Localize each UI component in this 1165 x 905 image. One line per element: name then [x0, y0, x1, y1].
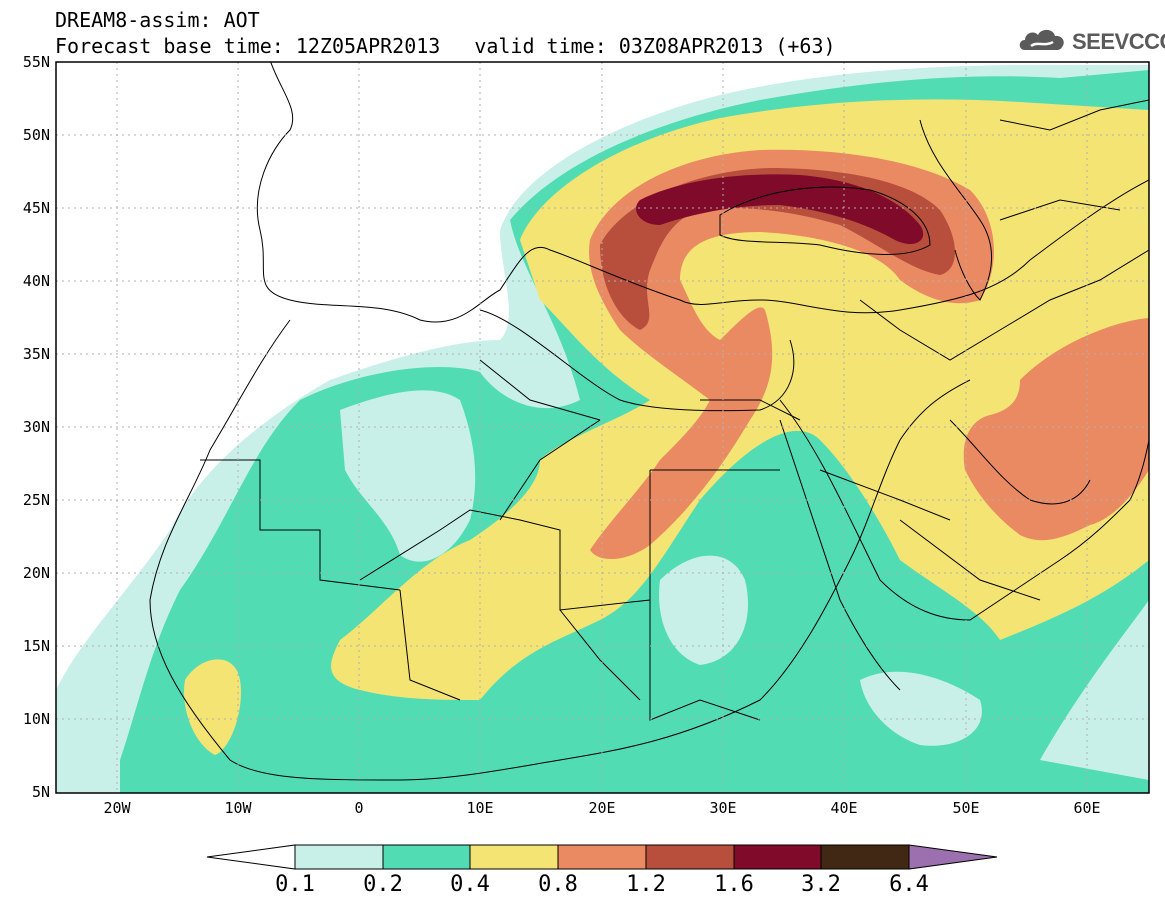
logo-text: SEEVCCC — [1072, 29, 1165, 54]
lon-label: 60E — [1073, 799, 1100, 817]
colorbar-bin — [382, 844, 471, 870]
colorbar-bin — [469, 844, 559, 870]
coastline-black-sea — [719, 186, 931, 255]
coastline-med — [479, 309, 795, 412]
valid-time: valid time: 03Z08APR2013 (+63) — [474, 34, 836, 58]
base-time: Forecast base time: 12Z05APR2013 — [55, 34, 441, 58]
lat-label: 15N — [23, 637, 50, 655]
seevccc-logo: SEEVCCC — [1017, 24, 1165, 58]
colorbar-bin — [557, 844, 647, 870]
aot-band-0.2d — [860, 671, 982, 746]
colorbar-label: 6.4 — [889, 872, 929, 897]
lat-label: 35N — [23, 345, 50, 363]
lon-label: 10W — [224, 799, 252, 817]
lat-label: 10N — [23, 710, 50, 728]
colorbar-under-triangle — [206, 844, 296, 870]
coastline-red-sea — [779, 419, 901, 691]
colorbar-label: 1.2 — [626, 872, 666, 897]
colorbar-label: 1.6 — [714, 872, 754, 897]
lon-label: 20W — [103, 799, 131, 817]
lon-labels: 20W 10W 0 10E 20E 30E 40E 50E 60E — [103, 799, 1100, 817]
lon-label: 20E — [588, 799, 615, 817]
coastlines-and-borders — [149, 62, 1149, 781]
lat-label: 40N — [23, 272, 50, 290]
aot-band-1.6 — [636, 174, 924, 245]
lon-label: 40E — [830, 799, 857, 817]
colorbar-label: 0.1 — [275, 872, 315, 897]
coastline-africa — [149, 319, 971, 781]
lat-label: 25N — [23, 491, 50, 509]
colorbar-over-triangle — [908, 844, 998, 870]
lat-labels: 55N 50N 45N 40N 35N 30N 25N 20N 15N 10N … — [23, 53, 50, 801]
lon-label: 10E — [466, 799, 493, 817]
lon-label: 50E — [952, 799, 979, 817]
lon-label: 30E — [709, 799, 736, 817]
time-line: Forecast base time: 12Z05APR2013 valid ti… — [55, 35, 836, 57]
aot-band-0.2b — [340, 390, 476, 562]
coastline-europe — [256, 62, 1149, 323]
colorbar-label: 3.2 — [801, 872, 841, 897]
colorbar-label: 0.4 — [450, 872, 490, 897]
border-lines — [200, 99, 1149, 721]
lat-label: 45N — [23, 199, 50, 217]
model-title: DREAM8-assim: AOT — [55, 8, 260, 32]
colorbar: 0.1 0.2 0.4 0.8 1.2 1.6 3.2 6.4 — [206, 844, 998, 897]
colorbar-bin — [294, 844, 384, 870]
colorbar-bin — [645, 844, 735, 870]
lat-label: 55N — [23, 53, 50, 71]
colorbar-bin — [733, 844, 822, 870]
lon-label: 0 — [354, 799, 363, 817]
aot-field — [56, 65, 1149, 793]
coastline-caspian — [919, 119, 993, 301]
lat-label: 20N — [23, 564, 50, 582]
aot-band-0.2c — [659, 555, 748, 665]
cloud-icon — [1019, 29, 1064, 50]
aot-band-0.4b — [184, 659, 241, 755]
colorbar-label: 0.8 — [538, 872, 578, 897]
lat-label: 5N — [32, 783, 50, 801]
colorbar-bin — [820, 844, 910, 870]
coastline-arabia — [779, 399, 1149, 621]
map-frame — [55, 61, 1150, 794]
lat-label: 50N — [23, 126, 50, 144]
lat-label: 30N — [23, 418, 50, 436]
colorbar-label: 0.2 — [363, 872, 403, 897]
grid-lines — [56, 62, 1149, 793]
